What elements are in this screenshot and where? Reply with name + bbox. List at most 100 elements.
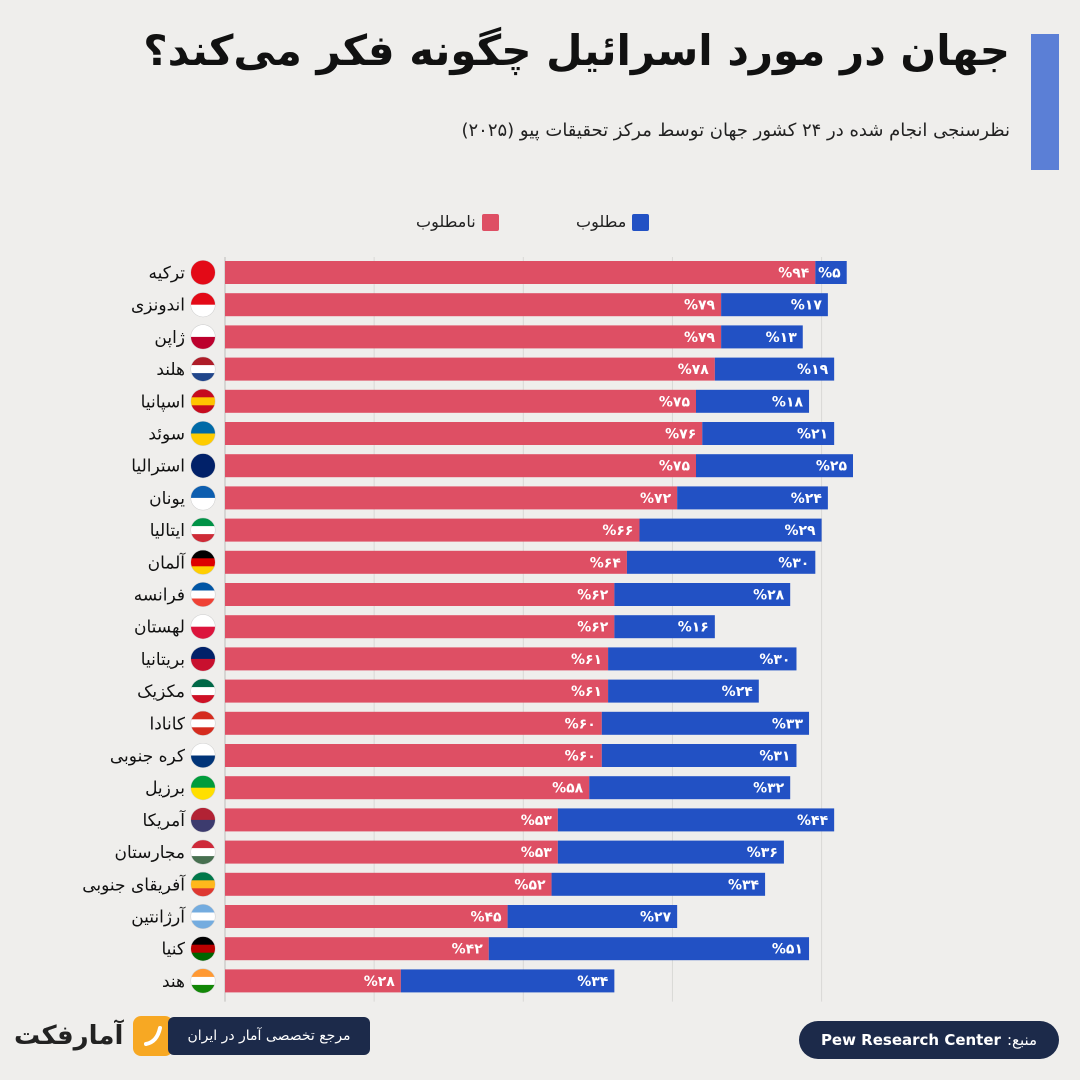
bar-unfavorable <box>225 357 715 381</box>
country-label: ژاپن <box>154 328 185 348</box>
country-label: مجارستان <box>114 843 185 863</box>
country-label: آرژانتین <box>131 906 186 928</box>
country-label: کنیا <box>161 940 185 960</box>
data-label-unfavorable: %۵۸ <box>552 781 584 797</box>
data-label-unfavorable: %۵۳ <box>521 813 553 829</box>
data-label-favorable: %۲۸ <box>753 588 785 604</box>
bar-favorable <box>614 583 791 606</box>
data-label-unfavorable: %۷۵ <box>659 394 691 410</box>
data-label-unfavorable: %۶۴ <box>590 555 622 571</box>
data-label-favorable: %۳۶ <box>747 845 778 861</box>
data-label-favorable: %۲۴ <box>722 684 754 700</box>
country-label: لهستان <box>134 618 185 638</box>
bar-unfavorable <box>225 647 609 671</box>
source-badge: منبع: Pew Research Center <box>799 1021 1059 1059</box>
canada-flag-icon <box>190 710 216 736</box>
data-label-unfavorable: %۵۳ <box>521 845 553 861</box>
bar-favorable <box>721 325 803 349</box>
usa-flag-icon <box>190 807 216 833</box>
data-label-favorable: %۱۳ <box>766 330 798 346</box>
country-label: مکزیک <box>137 682 185 702</box>
legend-label-favorable: مطلوب <box>576 212 627 231</box>
legend-item-unfavorable: نامطلوب <box>416 212 499 231</box>
data-label-favorable: %۲۵ <box>816 459 848 475</box>
bar-favorable <box>488 937 810 961</box>
data-label-unfavorable: %۶۲ <box>577 620 609 636</box>
bar-favorable <box>696 454 853 478</box>
bar-favorable <box>589 776 791 800</box>
bar-favorable <box>815 261 847 284</box>
bar-unfavorable <box>225 776 590 800</box>
bar-favorable <box>601 711 810 735</box>
indonesia-flag-icon <box>190 292 216 318</box>
data-label-unfavorable: %۶۱ <box>571 684 602 700</box>
bar-favorable <box>608 679 759 703</box>
country-label: بریتانیا <box>141 650 185 670</box>
country-label: ایتالیا <box>150 521 185 541</box>
data-label-unfavorable: %۵۲ <box>514 877 546 893</box>
bar-favorable <box>696 389 810 413</box>
data-label-favorable: %۲۷ <box>640 910 672 926</box>
mexico-flag-icon <box>190 678 216 704</box>
bar-unfavorable <box>225 969 401 993</box>
data-label-unfavorable: %۶۰ <box>565 749 596 765</box>
sweden-flag-icon <box>190 421 216 446</box>
country-label: آفریقای جنوبی <box>82 873 186 895</box>
data-label-favorable: %۳۲ <box>753 781 785 797</box>
germany-flag-icon <box>190 549 216 575</box>
netherlands-flag-icon <box>190 356 216 382</box>
data-label-favorable: %۳۴ <box>577 974 609 990</box>
bar-unfavorable <box>225 583 615 606</box>
reference-badge: مرجع تخصصی آمار در ایران <box>168 1017 370 1055</box>
country-label: آلمان <box>148 551 187 573</box>
country-label: یونان <box>149 489 185 509</box>
bar-unfavorable <box>225 937 489 961</box>
japan-flag-icon <box>190 324 216 350</box>
bar-favorable <box>551 872 766 896</box>
bar-unfavorable <box>225 422 703 445</box>
south-africa-flag-icon <box>190 871 216 897</box>
bar-unfavorable <box>225 905 508 928</box>
country-label: کره جنوبی <box>110 747 186 767</box>
chart-title: جهان در مورد اسرائیل چگونه فکر می‌کند؟ <box>143 26 1010 75</box>
country-label: آمریکا <box>142 809 186 831</box>
bar-unfavorable <box>225 711 602 735</box>
kenya-flag-icon <box>190 936 216 962</box>
italy-flag-icon <box>190 517 216 543</box>
bar-favorable <box>614 615 715 639</box>
bar-unfavorable <box>225 840 558 864</box>
uk-flag-icon <box>190 646 216 672</box>
bar-unfavorable <box>225 454 696 478</box>
bar-favorable <box>639 518 822 542</box>
country-label: برزیل <box>145 779 185 799</box>
bar-favorable <box>507 905 678 928</box>
bar-unfavorable <box>225 293 722 317</box>
bar-favorable <box>626 550 816 574</box>
greece-flag-icon <box>190 485 216 511</box>
source-name: Pew Research Center <box>820 1031 1001 1049</box>
data-label-unfavorable: %۴۵ <box>470 910 502 926</box>
country-label: استرالیا <box>131 457 185 477</box>
data-label-unfavorable: %۷۲ <box>640 491 672 507</box>
south-korea-flag-icon <box>190 743 216 768</box>
bar-favorable <box>557 840 784 864</box>
bar-unfavorable <box>225 550 627 574</box>
data-label-favorable: %۱۶ <box>678 620 709 636</box>
bar-unfavorable <box>225 261 816 284</box>
data-label-favorable: %۳۱ <box>759 749 790 765</box>
data-label-favorable: %۵۱ <box>772 942 803 958</box>
country-label: سوئد <box>148 425 185 445</box>
bar-unfavorable <box>225 389 696 413</box>
bar-favorable <box>557 808 835 832</box>
country-label: هند <box>162 972 185 992</box>
country-label: ترکیه <box>149 264 186 284</box>
data-label-favorable: %۳۴ <box>728 877 760 893</box>
data-label-favorable: %۳۰ <box>759 652 790 668</box>
bar-unfavorable <box>225 808 558 832</box>
brand-logo: آمارفکت <box>14 1016 174 1056</box>
data-label-favorable: %۱۷ <box>791 298 823 314</box>
brazil-flag-icon <box>190 775 216 801</box>
data-label-favorable: %۲۹ <box>784 523 816 539</box>
accent-bar <box>1031 34 1059 170</box>
